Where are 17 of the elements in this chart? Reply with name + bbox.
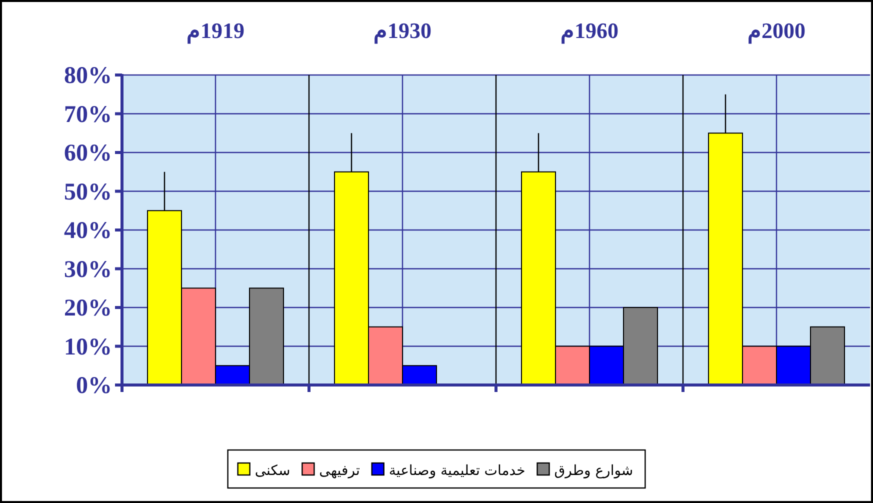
legend-label: خدمات تعليمية وصناعية xyxy=(388,463,526,479)
y-tick-label: 70% xyxy=(64,102,112,128)
x-tick-label: 2000م xyxy=(748,18,806,44)
y-tick-label: 40% xyxy=(64,218,112,244)
legend-label: شوارع وطرق xyxy=(554,463,634,479)
x-tick-label: 1919م xyxy=(186,18,244,44)
y-tick-label: 10% xyxy=(64,334,112,360)
x-tick-label: 1930م xyxy=(374,18,432,44)
y-tick-label: 30% xyxy=(64,256,112,283)
y-tick-label: 0% xyxy=(76,373,112,399)
legend-label: سكنى xyxy=(254,463,290,479)
y-tick-label: 80% xyxy=(64,63,112,89)
x-tick-label: 1960م xyxy=(560,18,618,44)
y-tick-label: 20% xyxy=(64,296,112,322)
y-tick-label: 60% xyxy=(64,140,112,166)
y-tick-label: 50% xyxy=(64,179,112,206)
legend-label: ترفيهى xyxy=(319,463,360,479)
